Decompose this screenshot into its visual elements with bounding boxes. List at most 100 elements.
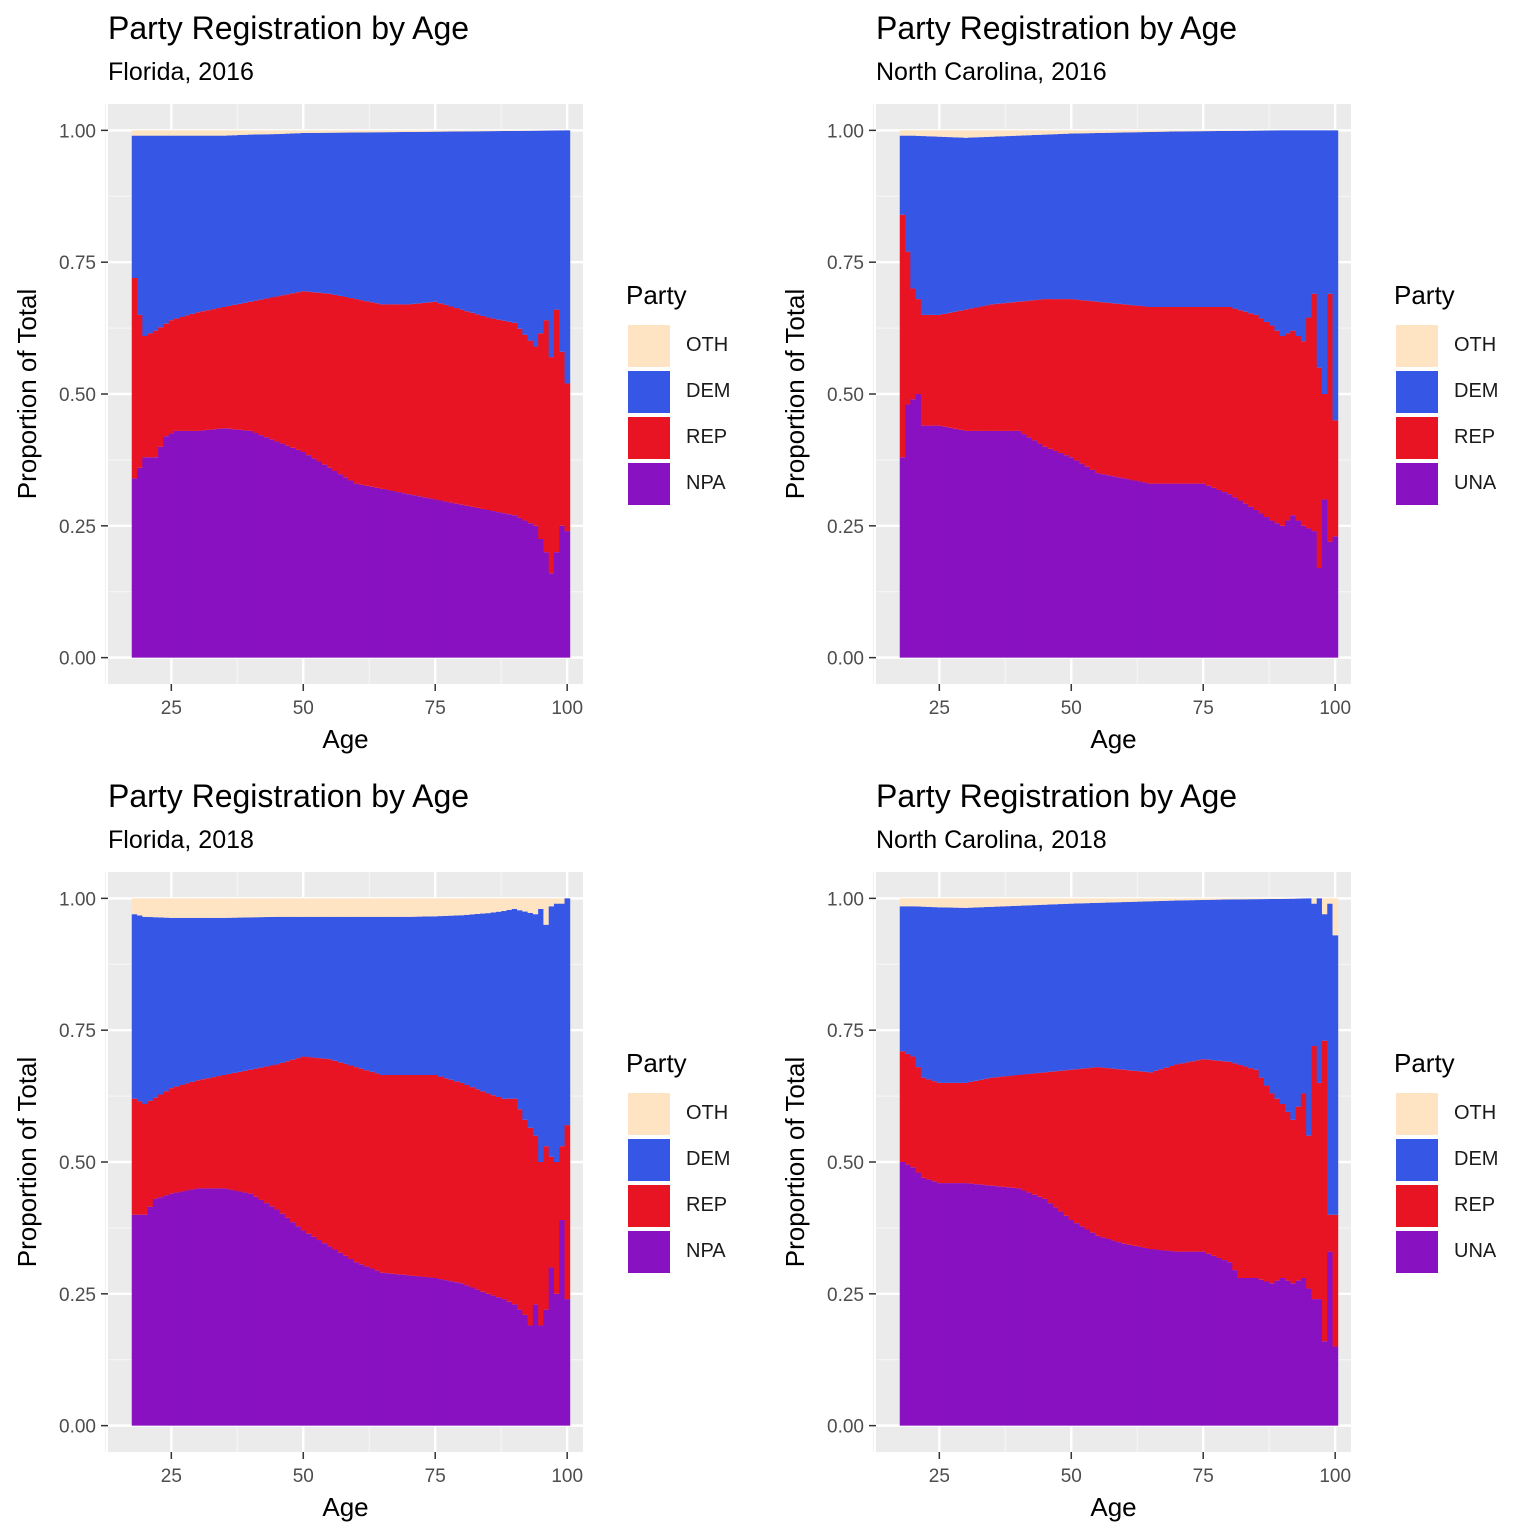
- bar-segment-oth-age-71: [411, 898, 418, 917]
- bar-segment-dem-age-60: [1121, 132, 1128, 305]
- bar-segment-oth-age-24: [163, 130, 170, 136]
- bar-segment-oth-age-21: [915, 898, 922, 907]
- bar-segment-oth-age-19: [905, 130, 911, 136]
- bar-segment-dem-age-75: [432, 131, 439, 302]
- bar-segment-dem-age-44: [268, 134, 275, 298]
- bar-segment-una-age-97: [1316, 1299, 1323, 1426]
- bar-segment-npa-age-50: [300, 1230, 307, 1426]
- bar-segment-npa-age-37: [232, 1190, 238, 1426]
- bar-segment-una-age-44: [1036, 1196, 1043, 1426]
- bar-segment-dem-age-40: [247, 134, 254, 302]
- bar-segment-oth-age-38: [237, 898, 243, 918]
- bar-segment-dem-age-28: [952, 137, 959, 312]
- bar-segment-dem-age-43: [263, 917, 270, 1067]
- bar-segment-rep-age-100: [1332, 420, 1339, 537]
- bar-segment-rep-age-60: [353, 299, 360, 484]
- bar-segment-oth-age-29: [189, 130, 196, 136]
- bar-segment-oth-age-26: [173, 898, 180, 918]
- bar-segment-dem-age-21: [915, 906, 922, 1068]
- legend-title: Party: [1394, 1048, 1455, 1078]
- legend-item-dem: DEM: [1394, 370, 1534, 414]
- bar-segment-oth-age-35: [989, 898, 996, 907]
- bar-segment-rep-age-83: [1242, 311, 1249, 504]
- bar-segment-oth-age-49: [1063, 898, 1070, 904]
- bar-segment-oth-age-65: [379, 130, 386, 133]
- bar-segment-rep-age-54: [1089, 301, 1096, 470]
- chart-panel-north-carolina-2016: Party Registration by Age North Carolina,…: [768, 0, 1536, 768]
- bar-segment-dem-age-83: [1242, 130, 1249, 312]
- bar-segment-rep-age-77: [1211, 1060, 1217, 1256]
- bar-segment-rep-age-55: [1095, 301, 1101, 474]
- bar-segment-oth-age-38: [1005, 898, 1011, 907]
- bar-segment-npa-age-63: [369, 1268, 375, 1426]
- bar-segment-dem-age-41: [253, 134, 259, 301]
- legend-swatch: [628, 463, 670, 505]
- bar-segment-dem-age-21: [147, 917, 154, 1101]
- bar-segment-oth-age-25: [168, 130, 175, 136]
- bar-segment-una-age-95: [1306, 1288, 1312, 1426]
- bar-segment-rep-age-33: [210, 1077, 217, 1189]
- bar-segment-rep-age-43: [1031, 300, 1038, 441]
- bar-segment-dem-age-85: [485, 913, 492, 1094]
- bar-segment-oth-age-73: [1190, 130, 1196, 132]
- bar-segment-rep-age-83: [1242, 1066, 1249, 1278]
- legend-swatch: [1396, 371, 1438, 413]
- bar-segment-npa-age-74: [427, 498, 433, 658]
- bar-segment-npa-age-31: [200, 430, 207, 658]
- bar-segment-una-age-20: [910, 1167, 916, 1426]
- bar-segment-una-age-74: [1195, 483, 1201, 658]
- bar-segment-rep-age-56: [1100, 1067, 1106, 1238]
- bar-segment-rep-age-32: [205, 310, 212, 430]
- bar-segment-rep-age-68: [395, 1075, 402, 1275]
- bar-segment-dem-age-79: [453, 915, 460, 1082]
- bar-segment-rep-age-70: [1174, 307, 1180, 484]
- bar-segment-una-age-55: [1095, 1235, 1101, 1426]
- bar-segment-una-age-24: [931, 425, 938, 658]
- bar-segment-rep-age-91: [517, 328, 523, 518]
- bar-segment-dem-age-35: [989, 906, 996, 1078]
- bar-segment-npa-age-48: [290, 447, 296, 658]
- bar-segment-oth-age-45: [274, 898, 280, 917]
- bar-segment-oth-age-31: [968, 130, 975, 138]
- x-tick-label: 25: [929, 1466, 950, 1487]
- bar-segment-dem-age-52: [311, 916, 317, 1058]
- bar-segment-dem-age-83: [474, 913, 481, 1090]
- bar-segment-rep-age-41: [253, 300, 259, 434]
- bar-segment-oth-age-78: [448, 898, 455, 916]
- bar-segment-dem-age-18: [131, 135, 138, 278]
- bar-segment-dem-age-36: [226, 917, 233, 1074]
- bar-segment-dem-age-81: [464, 914, 470, 1086]
- bar-segment-rep-age-81: [464, 1085, 470, 1286]
- bar-segment-dem-age-96: [543, 130, 550, 321]
- bar-segment-dem-age-72: [416, 916, 423, 1075]
- bar-segment-rep-age-38: [237, 303, 243, 430]
- bar-segment-rep-age-24: [931, 314, 938, 426]
- bar-segment-npa-age-44: [268, 1206, 275, 1426]
- bar-segment-rep-age-80: [458, 309, 465, 505]
- bar-segment-oth-age-71: [411, 130, 418, 132]
- bar-segment-dem-age-55: [327, 132, 333, 294]
- bar-segment-npa-age-71: [411, 1275, 418, 1426]
- bar-segment-rep-age-85: [1253, 314, 1260, 510]
- bar-segment-dem-age-60: [353, 916, 360, 1068]
- bar-segment-una-age-81: [1232, 497, 1238, 658]
- bar-segment-dem-age-53: [1084, 133, 1091, 301]
- y-axis-title: Proportion of Total: [780, 1057, 810, 1268]
- bar-segment-dem-age-38: [237, 917, 243, 1072]
- bar-segment-oth-age-26: [173, 130, 180, 136]
- bar-segment-dem-age-20: [910, 906, 916, 1057]
- bar-segment-npa-age-69: [400, 1274, 407, 1426]
- bar-segment-dem-age-74: [427, 131, 433, 303]
- bar-segment-npa-age-22: [152, 1198, 159, 1426]
- bar-segment-oth-age-55: [327, 130, 333, 133]
- bar-segment-npa-age-77: [443, 501, 449, 658]
- legend-label: DEM: [1454, 380, 1499, 402]
- bar-segment-dem-age-31: [968, 137, 975, 309]
- bar-segment-una-age-96: [1311, 531, 1318, 658]
- bar-segment-dem-age-57: [1105, 132, 1112, 303]
- bar-segment-dem-age-49: [1063, 903, 1070, 1071]
- bar-segment-dem-age-52: [311, 132, 317, 293]
- bar-segment-dem-age-68: [1163, 131, 1170, 307]
- bar-segment-oth-age-41: [253, 130, 259, 135]
- bar-segment-npa-age-81: [464, 1285, 470, 1426]
